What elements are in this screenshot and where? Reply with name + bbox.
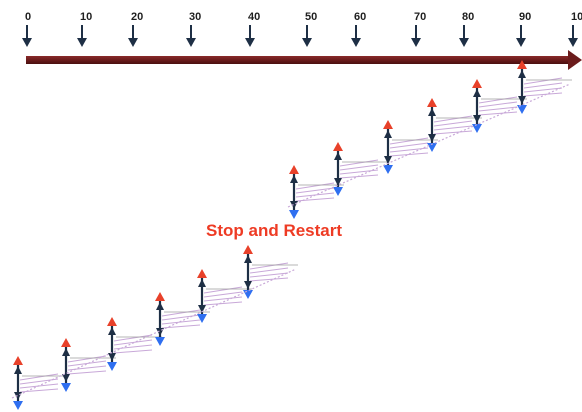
- tick-label: 30: [189, 11, 201, 23]
- step-marker: [107, 317, 162, 371]
- step-marker: [383, 120, 438, 174]
- up-arrow-icon: [243, 245, 253, 263]
- up-arrow-icon: [107, 317, 117, 335]
- tick-label: 10: [80, 11, 92, 23]
- step-marker: [333, 142, 388, 196]
- down-arrow-icon: [302, 25, 312, 47]
- down-arrow-icon: [289, 201, 299, 219]
- up-arrow-icon: [289, 165, 299, 183]
- down-arrow-icon: [427, 134, 437, 152]
- stair-lines: [203, 286, 252, 306]
- down-arrow-icon: [22, 25, 32, 47]
- stair-lines: [249, 262, 298, 282]
- stair-lines: [389, 137, 438, 157]
- timeline-arrowhead: [568, 50, 582, 70]
- down-arrow-icon: [516, 25, 526, 47]
- down-arrow-icon: [13, 392, 23, 410]
- tick-label: 70: [414, 11, 426, 23]
- up-arrow-icon: [472, 79, 482, 97]
- up-arrow-icon: [333, 142, 343, 160]
- down-arrow-icon: [107, 353, 117, 371]
- stair-lines: [19, 373, 68, 393]
- step-marker: [517, 60, 572, 114]
- down-arrow-icon: [459, 25, 469, 47]
- stair-lines: [523, 77, 572, 97]
- down-arrow-icon: [186, 25, 196, 47]
- step-marker: [472, 79, 527, 133]
- down-arrow-icon: [197, 305, 207, 323]
- stair-lines: [339, 159, 388, 179]
- down-arrow-icon: [351, 25, 361, 47]
- timeline-bar: [26, 56, 572, 64]
- down-arrow-icon: [128, 25, 138, 47]
- up-arrow-icon: [197, 269, 207, 287]
- tick-label: 0: [25, 11, 31, 23]
- down-arrow-icon: [61, 374, 71, 392]
- up-arrow-icon: [383, 120, 393, 138]
- step-marker: [243, 245, 298, 299]
- down-arrow-icon: [77, 25, 87, 47]
- stair-lines: [478, 96, 527, 116]
- tick-label: 100: [571, 11, 582, 23]
- down-arrow-icon: [411, 25, 421, 47]
- step-marker: [61, 338, 116, 392]
- tick-label: 90: [519, 11, 531, 23]
- down-arrow-icon: [472, 115, 482, 133]
- tick-label: 80: [462, 11, 474, 23]
- stair-lines: [113, 334, 162, 354]
- tick-label: 20: [131, 11, 143, 23]
- step-marker: [289, 165, 344, 219]
- down-arrow-icon: [383, 156, 393, 174]
- stair-lines: [433, 115, 482, 135]
- timeline: [26, 50, 582, 70]
- stair-lines: [295, 182, 344, 202]
- tick-label: 50: [305, 11, 317, 23]
- timeline-ticks: 0 10 20 30 40 50 60 70 80 90 100: [22, 11, 582, 47]
- down-arrow-icon: [245, 25, 255, 47]
- up-arrow-icon: [13, 356, 23, 374]
- step-marker: [13, 356, 68, 410]
- down-arrow-icon: [243, 281, 253, 299]
- down-arrow-icon: [517, 96, 527, 114]
- up-arrow-icon: [155, 292, 165, 310]
- down-arrow-icon: [155, 328, 165, 346]
- up-arrow-icon: [427, 98, 437, 116]
- staircase-group: [11, 60, 572, 410]
- up-arrow-icon: [517, 60, 527, 78]
- down-arrow-icon: [568, 25, 578, 47]
- tick-label: 40: [248, 11, 260, 23]
- step-marker: [427, 98, 482, 152]
- step-marker: [197, 269, 252, 323]
- stair-run-line: [287, 83, 571, 208]
- stop-and-restart-label: Stop and Restart: [206, 221, 343, 240]
- stair-run-line: [11, 268, 297, 399]
- up-arrow-icon: [61, 338, 71, 356]
- tick-label: 60: [354, 11, 366, 23]
- down-arrow-icon: [333, 178, 343, 196]
